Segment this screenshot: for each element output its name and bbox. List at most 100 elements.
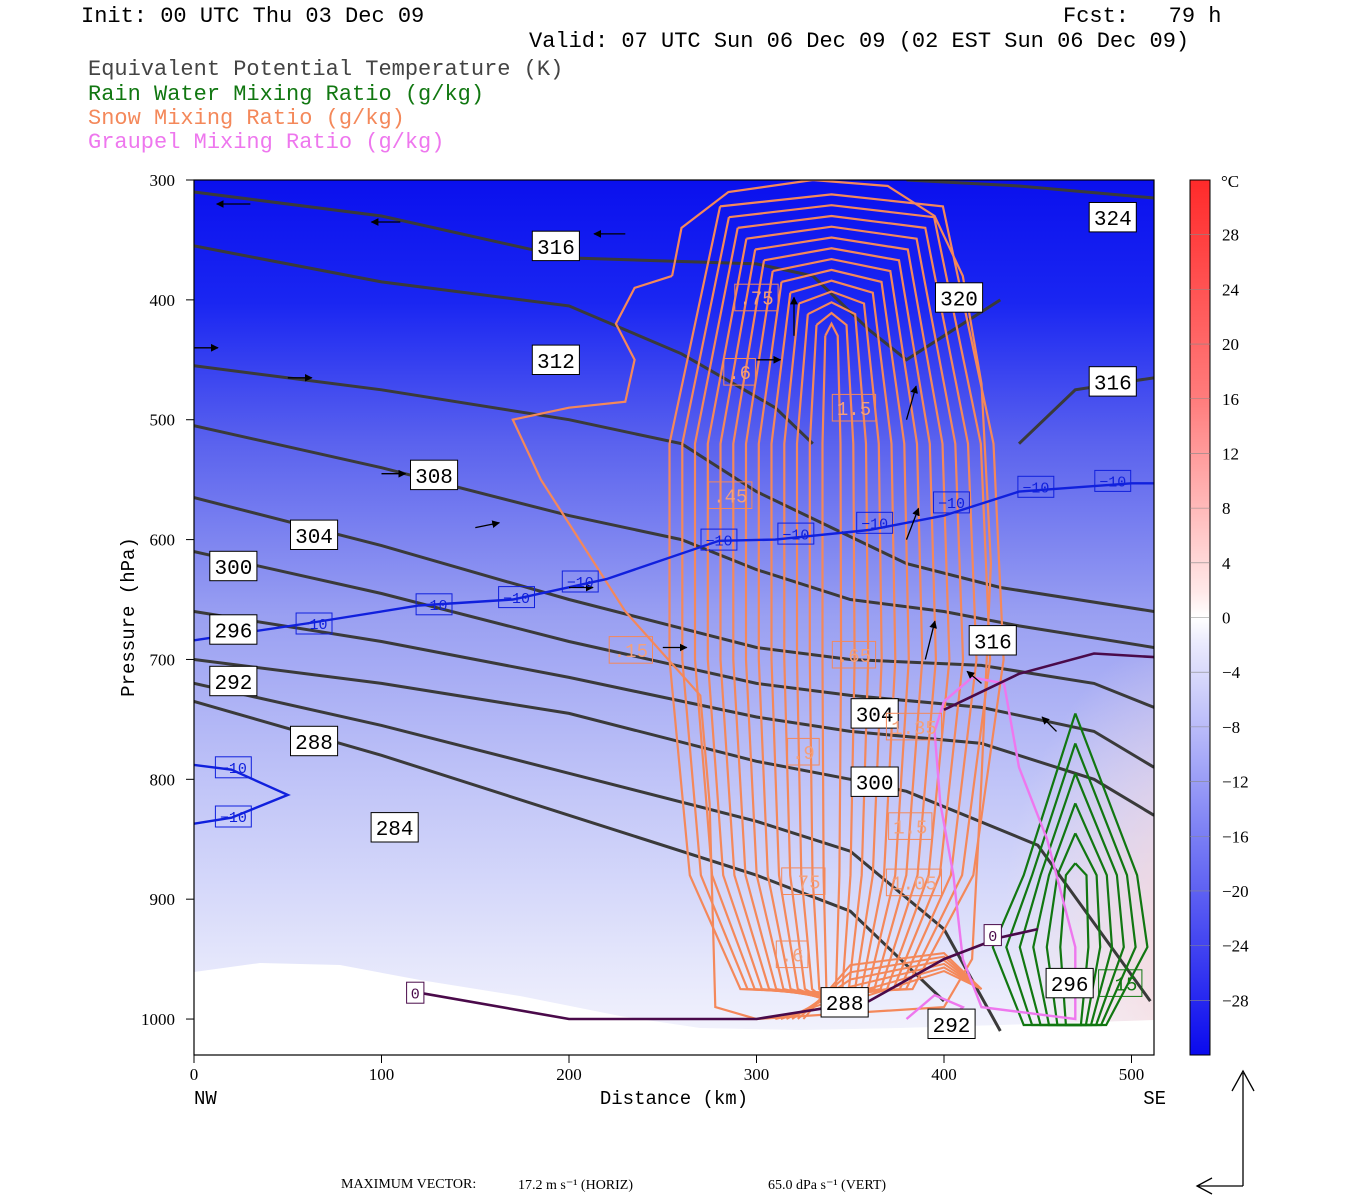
colorbar-tick-label: −4 (1222, 663, 1241, 682)
theta-e-label-box (850, 766, 899, 797)
terrain-mask (194, 963, 1154, 1055)
rain-contour (991, 713, 1149, 1027)
colorbar-tick-label: 16 (1222, 390, 1239, 409)
isotherm-label: −10 (700, 528, 738, 551)
theta-e-label: 316 (1088, 366, 1137, 397)
snow-label: .75 (781, 867, 826, 896)
isotherm-label-text: −10 (420, 598, 447, 615)
theta-e-line-316 (194, 244, 814, 445)
theta-e-label-box (1088, 202, 1137, 233)
wind-vectors (194, 200, 1057, 732)
isotherm-label-text: −10 (861, 517, 888, 534)
snow-label-text: .75 (786, 872, 820, 894)
max-vector-vert: 65.0 dPa s⁻¹ (VERT) (768, 1178, 887, 1193)
snow-label: .75 (734, 283, 779, 312)
isotherm-label-box (856, 511, 894, 534)
zero-isotherm-label-box (406, 981, 425, 1004)
colorbar-tick-label: 0 (1222, 609, 1231, 628)
colorbar-tick-label: 20 (1222, 335, 1239, 354)
snow-label-text: .6 (728, 363, 751, 385)
isotherm-label: −10 (415, 593, 453, 616)
theta-e-label: 312 (531, 344, 580, 376)
snow-label-box (723, 358, 756, 386)
isotherm-label: −10 (777, 522, 815, 545)
theta-e-label-text: 292 (214, 673, 252, 696)
snow-label-text: .15 (614, 641, 648, 663)
isotherm-label-box (498, 586, 536, 609)
isotherm-label: −10 (933, 491, 970, 514)
isotherm-label-box (214, 805, 252, 828)
snow-label-box (775, 940, 809, 969)
isotherm-label: −10 (856, 511, 894, 534)
snow-label-box (734, 283, 779, 312)
theta-e-label-text: 296 (1051, 975, 1089, 998)
theta-e-label-box (209, 550, 258, 582)
colorbar-tick-label: −16 (1222, 827, 1249, 846)
x-tick-label: 400 (931, 1065, 957, 1084)
zero-isotherm-label-box (983, 924, 1002, 947)
rain-contours (991, 713, 1149, 1027)
snow-contour (744, 257, 924, 1002)
isotherm-label-box (561, 570, 599, 593)
isotherm-minus10-line (194, 482, 1154, 642)
axes: 300 400 500 600 700 800 900 1000 0 100 200 300 400 50… (118, 171, 1166, 1110)
theta-e-line-324 (906, 180, 1154, 200)
y-tick-label: 600 (150, 531, 176, 550)
x-axis-label: Distance (km) (600, 1088, 748, 1110)
isotherm-label: −10 (295, 612, 333, 635)
max-vector-horiz: 17.2 m s⁻¹ (HORIZ) (518, 1178, 634, 1193)
max-vector-label: MAXIMUM VECTOR: (341, 1177, 477, 1192)
theta-e-label-text: 304 (856, 705, 894, 728)
theta-e-label-text: 296 (214, 622, 252, 645)
theta-e-line-312 (194, 364, 1154, 613)
x-tick-label: 500 (1119, 1065, 1145, 1084)
zero-isotherm-label: 0 (983, 924, 1002, 947)
theta-e-label-text: 300 (214, 558, 252, 581)
theta-e-label: 292 (209, 665, 258, 697)
wind-vector (966, 670, 982, 684)
colorbar-tick-label: 12 (1222, 444, 1239, 463)
theta-e-label: 284 (370, 812, 419, 843)
theta-e-label-text: 316 (537, 238, 575, 261)
snow-label-box (885, 712, 943, 741)
snow-label-box (708, 481, 753, 509)
isotherm-label-text: −10 (220, 761, 247, 778)
theta-e-label: 308 (410, 459, 459, 491)
snow-label-box (888, 812, 933, 840)
colorbar-tick-label: −24 (1222, 937, 1249, 956)
snow-label: .65 (831, 640, 877, 669)
theta-e-label-text: 316 (974, 632, 1012, 655)
theta-e-label: 288 (290, 725, 339, 757)
legend-snow: Snow Mixing Ratio (g/kg) (88, 106, 405, 131)
theta-e-label-box (1045, 967, 1094, 999)
isotherm-label-text: −10 (938, 496, 965, 513)
theta-e-label-text: 316 (1094, 373, 1132, 396)
isotherm-label-text: −10 (567, 575, 594, 592)
theta-e-label-text: 320 (940, 289, 978, 312)
isotherm-label-box (777, 522, 815, 545)
colorbar-tick-label: −20 (1222, 882, 1249, 901)
theta-e-label: 300 (850, 766, 899, 797)
isotherm-label-box (214, 756, 252, 779)
y-tick-label: 300 (150, 171, 176, 190)
theta-e-label: 296 (1045, 967, 1094, 999)
theta-e-label-box (531, 344, 580, 376)
isotherm-label-text: −10 (220, 810, 247, 827)
isotherm-label: −10 (498, 586, 536, 609)
x-endpoint-right: SE (1143, 1088, 1166, 1110)
theta-e-label-text: 312 (537, 352, 575, 375)
theta-e-label-box (820, 987, 869, 1018)
snow-label-text: .6 (781, 946, 804, 968)
theta-e-label: 316 (531, 230, 580, 262)
isotherm-label: −10 (1094, 469, 1132, 492)
isotherm-label-text: −10 (1099, 475, 1126, 492)
theta-e-label-box (290, 725, 339, 757)
wind-vector (924, 620, 937, 660)
snow-label: .6 (723, 358, 756, 386)
zero-isotherm-label: 0 (406, 981, 425, 1004)
snow-label: .15 (608, 636, 654, 664)
theta-e-label-box (209, 665, 258, 697)
theta-e-label-text: 292 (933, 1016, 971, 1039)
isotherm-label-box (700, 528, 738, 551)
